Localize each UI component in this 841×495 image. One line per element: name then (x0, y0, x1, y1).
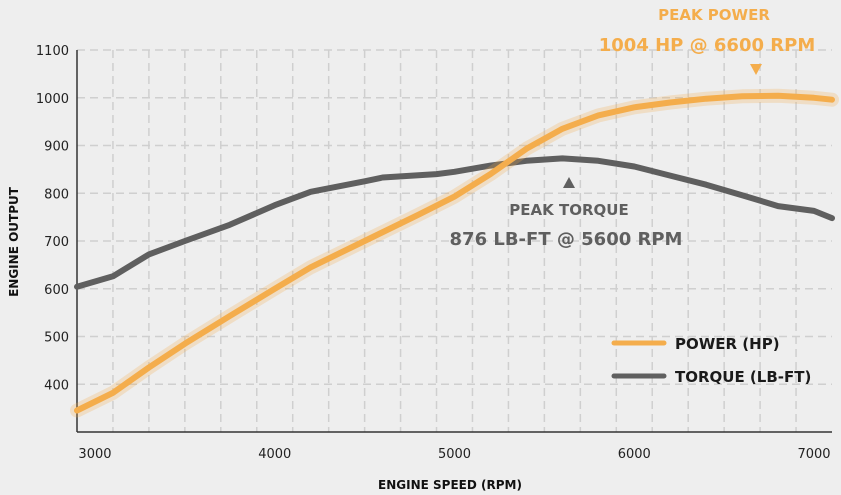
y-tick-label: 700 (44, 235, 69, 250)
x-tick-label: 4000 (258, 447, 291, 462)
peak-power-value: 1004 HP @ 6600 RPM (599, 35, 815, 56)
peak-power-label: PEAK POWER (658, 6, 770, 24)
x-tick-label: 6000 (618, 447, 651, 462)
peak-torque-marker-icon (563, 177, 575, 188)
peak-torque-label: PEAK TORQUE (509, 201, 628, 219)
y-tick-label: 600 (44, 283, 69, 298)
x-tick-label: 7000 (797, 447, 830, 462)
power-line (74, 92, 835, 414)
legend-torque-label: TORQUE (LB-FT) (675, 368, 811, 386)
y-tick-label: 500 (44, 331, 69, 346)
torque-line (74, 155, 835, 290)
y-tick-label: 900 (44, 140, 69, 155)
x-tick-label: 5000 (438, 447, 471, 462)
tick-labels: 400 500 600 700 800 900 1000 1100 3000 4000 5000 60… (36, 44, 831, 462)
axes (76, 50, 832, 433)
y-tick-label: 400 (44, 378, 69, 393)
y-tick-label: 800 (44, 187, 69, 202)
legend-power-label: POWER (HP) (675, 335, 780, 353)
power-line-glow (70, 88, 839, 418)
series-lines (70, 88, 839, 418)
peak-torque-value: 876 LB-FT @ 5600 RPM (450, 229, 683, 250)
peak-power-marker-icon (750, 64, 762, 75)
x-axis-title: ENGINE SPEED (RPM) (378, 478, 522, 492)
x-tick-label: 3000 (78, 447, 111, 462)
y-tick-label: 1100 (36, 44, 69, 59)
legend: POWER (HP) TORQUE (LB-FT) (611, 335, 811, 386)
y-axis-title: ENGINE OUTPUT (7, 186, 21, 297)
y-tick-label: 1000 (36, 92, 69, 107)
